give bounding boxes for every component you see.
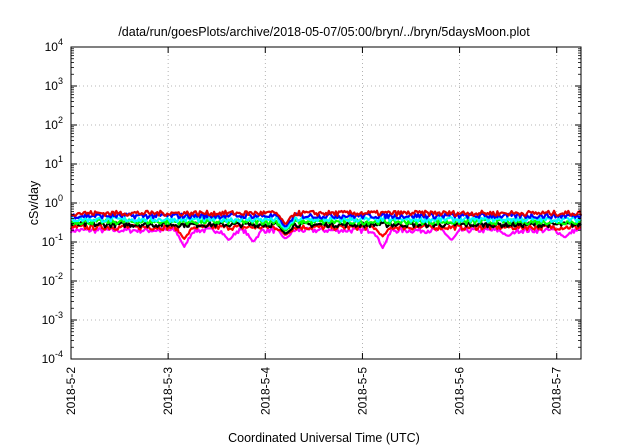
x-tick-label: 2018-5-6 (453, 367, 467, 415)
x-tick-label: 2018-5-3 (161, 367, 175, 415)
y-tick-label: 10-3 (42, 310, 63, 327)
y-tick-label: 10-1 (42, 232, 63, 249)
y-tick-label: 10-2 (42, 271, 63, 288)
axes: 10-4 10-3 10-2 10-1 100 101 102 103 104 2018-5-2 2… (42, 37, 581, 415)
x-tick-label: 2018-5-2 (64, 367, 78, 415)
y-tick-label: 102 (45, 115, 63, 132)
y-tick-label: 101 (45, 154, 63, 171)
series-line-7 (70, 209, 583, 225)
y-tick-label: 103 (45, 76, 63, 93)
y-axis-label: cSv/day (27, 180, 41, 225)
x-tick-label: 2018-5-4 (258, 367, 272, 415)
x-tick-label: 2018-5-5 (355, 367, 369, 415)
y-tick-label: 100 (45, 193, 63, 210)
chart-title: /data/run/goesPlots/archive/2018-05-07/0… (118, 25, 530, 39)
grid (71, 47, 581, 359)
y-tick-label: 10-4 (42, 349, 63, 366)
y-tick-label: 104 (45, 37, 63, 54)
x-tick-label: 2018-5-7 (550, 367, 564, 415)
x-axis-label: Coordinated Universal Time (UTC) (228, 431, 420, 445)
series-line-5 (70, 215, 582, 230)
series-layer (69, 209, 583, 250)
